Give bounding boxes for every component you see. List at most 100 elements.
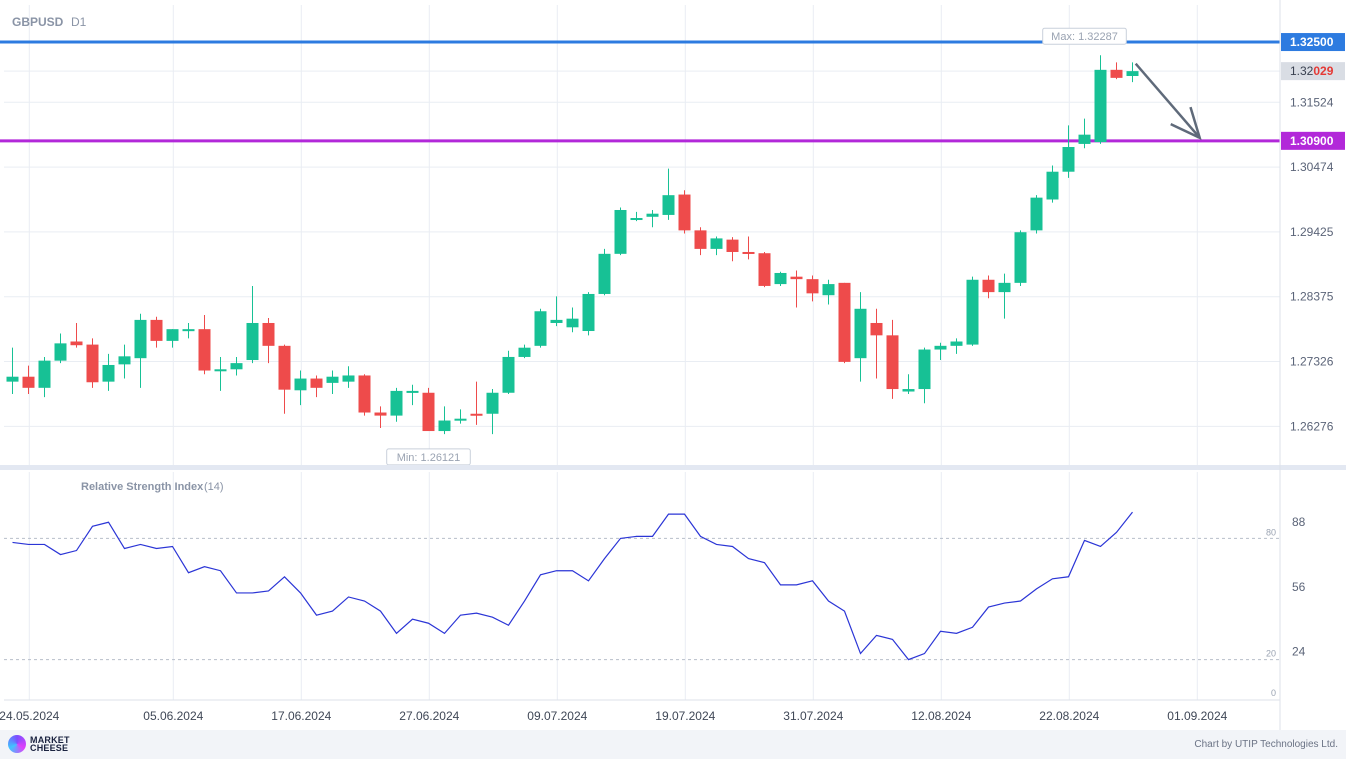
candle-body-31 [502, 356, 515, 393]
candle-body-25 [406, 390, 419, 393]
candle-body-3 [54, 343, 67, 361]
rsi-panel: 80 20 0 [4, 511, 1280, 698]
price-tick-label-1: 1.30474 [1290, 160, 1334, 174]
candle-body-36 [582, 293, 595, 332]
candle-body-14 [230, 363, 243, 370]
candle-body-2 [38, 360, 51, 388]
symbol-label: GBPUSD [12, 15, 64, 29]
time-label-8: 22.08.2024 [1039, 709, 1099, 723]
panel-separator [0, 465, 1346, 470]
annotations: Max: 1.32287 Min: 1.26121 [386, 27, 1202, 466]
candle-body-68 [1094, 69, 1107, 143]
time-label-2: 17.06.2024 [271, 709, 331, 723]
annotation-label-0: Max: 1.32287 [1051, 31, 1118, 43]
candle-body-67 [1078, 134, 1091, 144]
candle-body-29 [470, 413, 483, 416]
candle-body-16 [262, 322, 275, 346]
level-tag-0 [1281, 33, 1345, 52]
candle-body-64 [1030, 197, 1043, 231]
axes: 1.31524 1.30474 1.29425 1.28375 1.27326 1.262… [0, 0, 1346, 730]
rsi-tick-label-1: 56 [1292, 580, 1306, 594]
candle-body-17 [278, 345, 291, 390]
candle-body-39 [630, 218, 643, 221]
candle-body-35 [566, 318, 579, 328]
candle-body-6 [102, 364, 115, 382]
time-label-3: 27.06.2024 [399, 709, 459, 723]
candle-body-40 [646, 213, 659, 217]
logo-line-1: MARKET [30, 735, 70, 745]
forecast-arrow-head [1170, 106, 1202, 141]
candle-body-61 [982, 279, 995, 293]
candle-body-51 [822, 284, 835, 296]
price-tick-label-2: 1.29425 [1290, 225, 1334, 239]
candle-body-66 [1062, 147, 1075, 172]
market-cheese-logo: MARKET CHEESE [8, 735, 70, 753]
timeframe-label: D1 [71, 15, 87, 29]
candle-body-63 [1014, 232, 1027, 283]
rsi-level-label-2: 0 [1271, 688, 1276, 698]
candle-body-70 [1126, 71, 1139, 77]
candle-body-8 [134, 319, 147, 359]
time-label-5: 19.07.2024 [655, 709, 715, 723]
level-tag-label-1: 1.30900 [1290, 134, 1334, 148]
current-price-label: 1.32029 [1290, 64, 1334, 78]
time-label-7: 12.08.2024 [911, 709, 971, 723]
price-tick-label-0: 1.31524 [1290, 95, 1334, 109]
annotation-box-0 [1042, 27, 1127, 45]
candle-body-50 [806, 279, 819, 294]
candle-body-57 [918, 349, 931, 390]
candle-body-62 [998, 282, 1011, 293]
price-tick-label-3: 1.28375 [1290, 290, 1334, 304]
candle-body-44 [710, 238, 723, 249]
rsi-level-label-1: 20 [1266, 649, 1276, 659]
rsi-tick-label-2: 24 [1292, 645, 1306, 659]
candle-body-41 [662, 195, 675, 215]
candle-body-56 [902, 389, 915, 392]
candle-body-37 [598, 253, 611, 294]
candle-body-28 [454, 418, 467, 421]
time-label-0: 24.05.2024 [0, 709, 60, 723]
price-tick-label-5: 1.26276 [1290, 419, 1334, 433]
candle-body-11 [182, 329, 195, 332]
candle-body-26 [422, 392, 435, 432]
candle-body-49 [790, 276, 803, 280]
forecast-arrow-shaft [1134, 62, 1201, 139]
candle-body-47 [758, 253, 771, 286]
candle-body-58 [934, 345, 947, 350]
candles [6, 55, 1139, 435]
candle-body-27 [438, 420, 451, 432]
candle-body-32 [518, 347, 531, 357]
candle-body-18 [294, 378, 307, 391]
rsi-title: Relative Strength Index [81, 481, 204, 493]
candle-body-13 [214, 369, 227, 372]
candle-body-19 [310, 378, 323, 388]
candle-body-15 [246, 322, 259, 361]
candle-body-65 [1046, 171, 1059, 200]
logo-text: MARKET CHEESE [30, 735, 70, 753]
candle-body-1 [22, 376, 35, 388]
level-tag-1 [1281, 131, 1345, 150]
current-price-tag [1281, 62, 1345, 81]
candle-body-53 [854, 308, 867, 359]
footer-bar: MARKET CHEESE Chart by UTIP Technologies… [0, 730, 1346, 759]
candle-body-23 [374, 412, 387, 416]
candle-body-48 [774, 272, 787, 285]
candle-body-60 [966, 279, 979, 345]
candle-body-0 [6, 376, 19, 382]
grid [4, 5, 1280, 700]
chart-credit: Chart by UTIP Technologies Ltd. [1194, 739, 1338, 750]
candle-body-9 [150, 319, 163, 341]
candle-body-46 [742, 251, 755, 254]
candle-body-7 [118, 356, 131, 365]
candle-body-45 [726, 239, 739, 252]
logo-icon [8, 735, 26, 753]
rsi-level-label-0: 80 [1266, 527, 1276, 537]
candle-body-24 [390, 390, 403, 416]
time-label-4: 09.07.2024 [527, 709, 587, 723]
rsi-period: (14) [204, 481, 224, 493]
candle-body-59 [950, 341, 963, 346]
candle-body-12 [198, 329, 211, 371]
candle-body-52 [838, 282, 851, 362]
rsi-tick-label-0: 88 [1292, 515, 1306, 529]
